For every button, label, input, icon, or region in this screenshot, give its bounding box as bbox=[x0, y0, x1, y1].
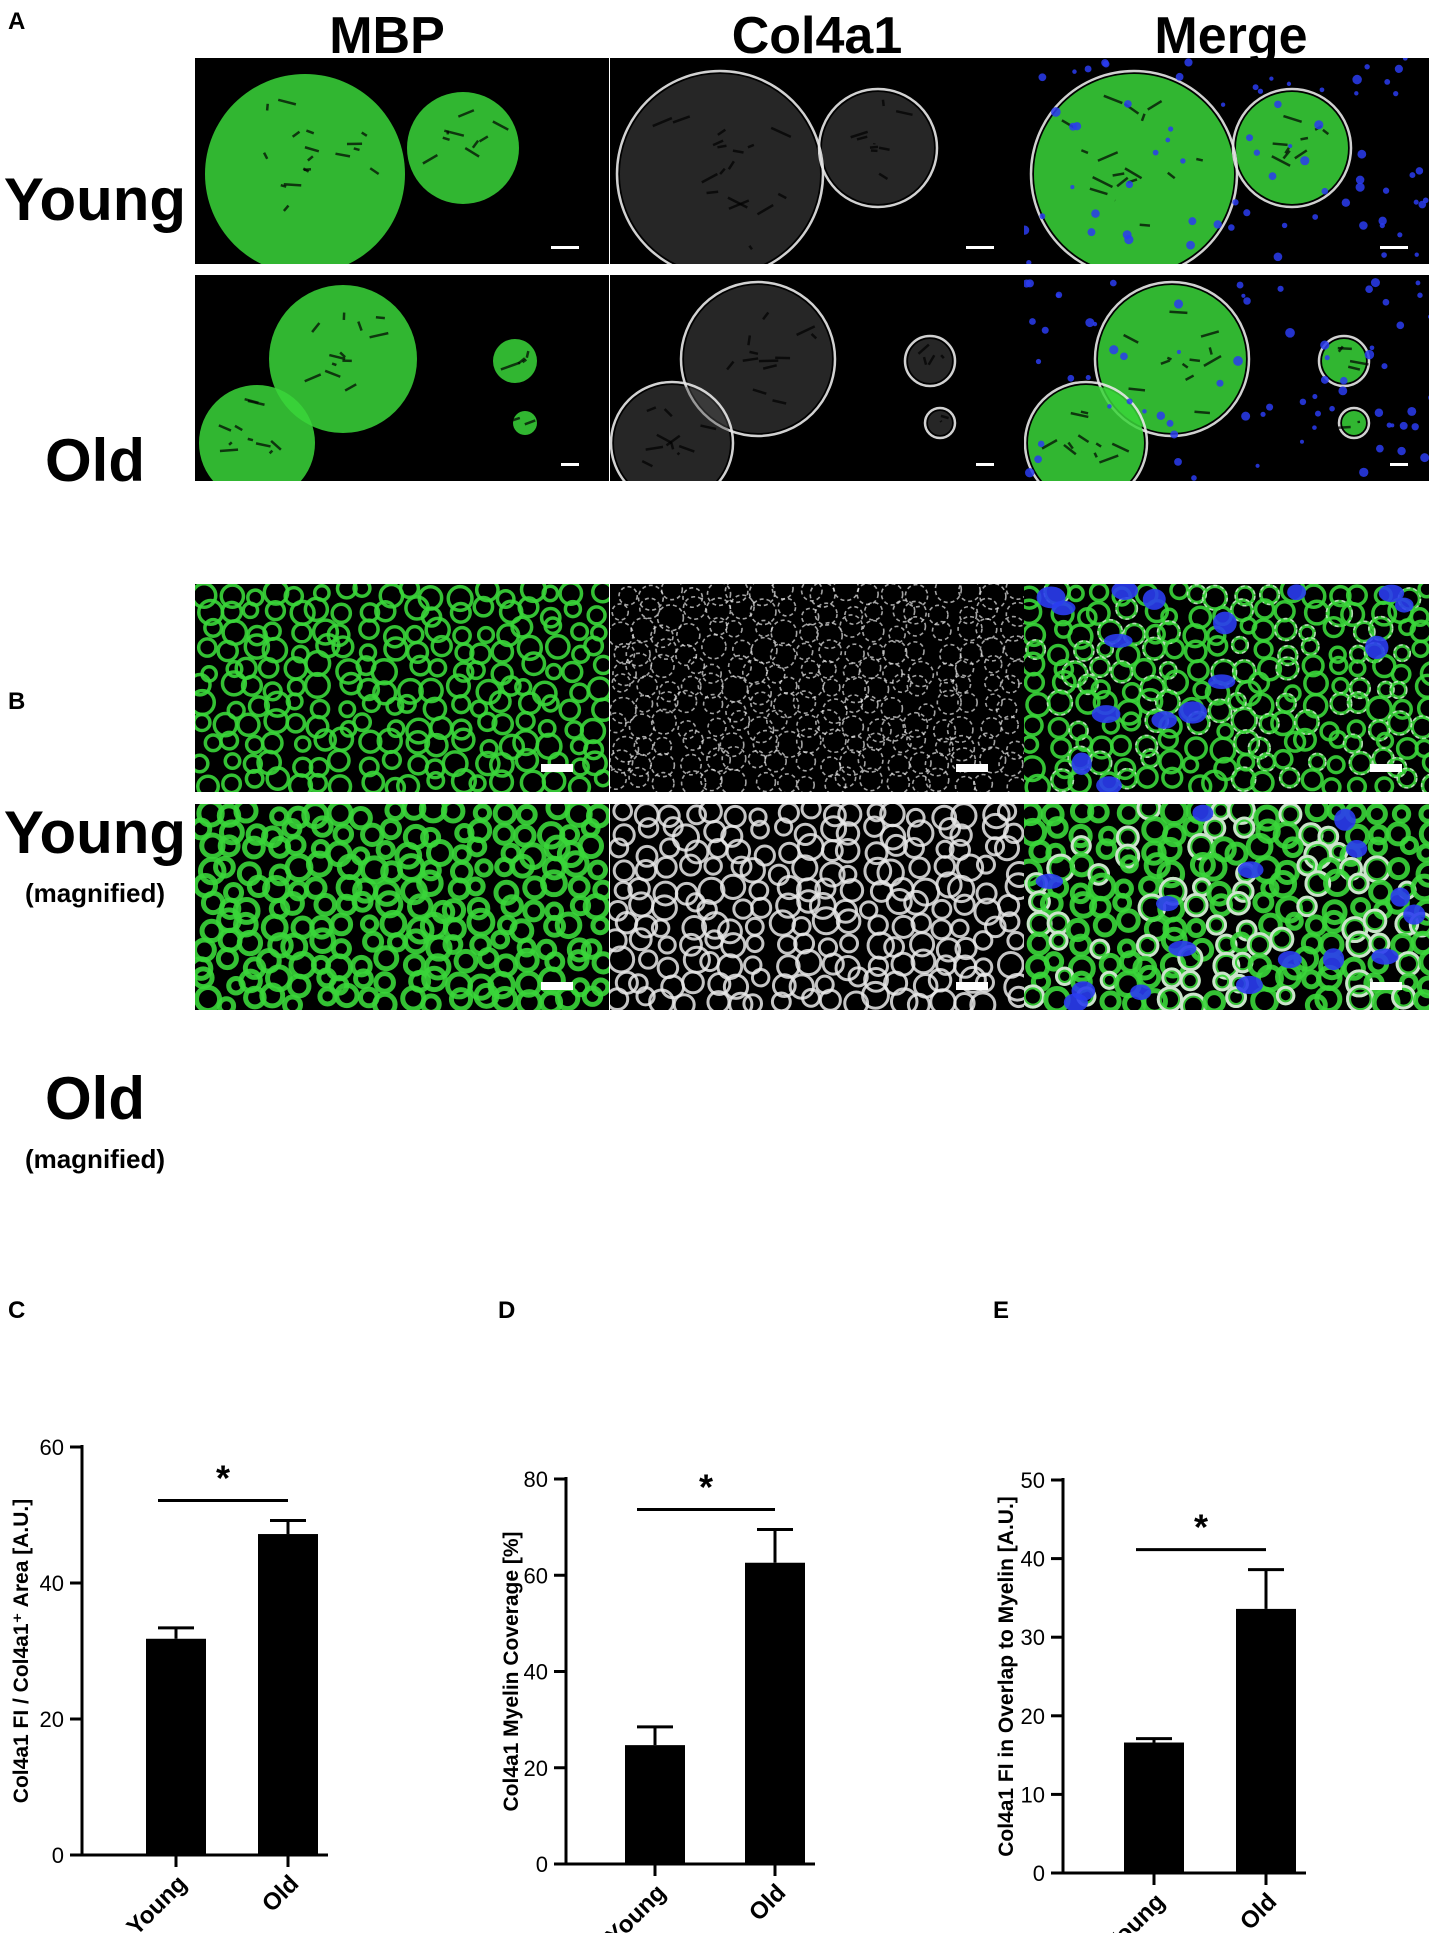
chart-d: D 0 20 40 60 80 Col4a1 Myelin Coverage [%] Youn… bbox=[490, 1290, 940, 1933]
micrograph-a-young-col4a1 bbox=[610, 58, 1024, 264]
y-axis-label: Col4a1 FI in Overlap to Myelin [A.U.] bbox=[995, 1496, 1018, 1857]
y-tick-label: 40 bbox=[40, 1571, 64, 1596]
column-header-merge: Merge bbox=[1024, 6, 1429, 66]
micrograph-a-young-mbp bbox=[195, 58, 609, 264]
x-tick-label-old: Old bbox=[1235, 1888, 1282, 1933]
micrograph-b-young-merge bbox=[1024, 584, 1429, 792]
chart-e-letter: E bbox=[993, 1297, 1009, 1324]
y-tick-label: 20 bbox=[40, 1707, 64, 1732]
row-sub-young-magnified: (magnified) bbox=[0, 878, 190, 909]
bar-young bbox=[625, 1745, 685, 1864]
bar-old bbox=[1236, 1609, 1296, 1873]
y-tick-label: 80 bbox=[524, 1467, 548, 1492]
micrograph-a-young-merge bbox=[1024, 58, 1429, 264]
chart-d-letter: D bbox=[498, 1297, 515, 1324]
y-tick-label: 50 bbox=[1021, 1468, 1045, 1493]
bar-old bbox=[258, 1534, 318, 1855]
micrograph-a-old-col4a1 bbox=[610, 275, 1024, 481]
chart-c: C 0 20 40 60 Col4a1 FI / Col4a1⁺ Area [A.U.] Y… bbox=[0, 1290, 440, 1933]
bar-young bbox=[1124, 1743, 1184, 1873]
micrograph-b-old-mbp bbox=[195, 804, 609, 1010]
y-tick-label: 0 bbox=[1033, 1861, 1045, 1886]
chart-c-svg: C 0 20 40 60 Col4a1 FI / Col4a1⁺ Area [A.U.] Y… bbox=[0, 1290, 440, 1933]
x-tick-label-old: Old bbox=[257, 1870, 304, 1917]
y-axis-label: Col4a1 Myelin Coverage [%] bbox=[500, 1531, 523, 1811]
row-sub-old-magnified: (magnified) bbox=[0, 1144, 190, 1175]
y-tick-label: 0 bbox=[536, 1852, 548, 1877]
y-tick-label: 20 bbox=[1021, 1704, 1045, 1729]
micrograph-b-old-merge bbox=[1024, 804, 1429, 1010]
row-label-old-magnified: Old bbox=[0, 1064, 190, 1133]
significance-star: * bbox=[216, 1457, 230, 1498]
y-tick-label: 10 bbox=[1021, 1782, 1045, 1807]
row-label-young-magnified: Young bbox=[0, 798, 190, 867]
column-header-mbp: MBP bbox=[180, 6, 594, 66]
chart-d-svg: D 0 20 40 60 80 Col4a1 Myelin Coverage [%] Youn… bbox=[490, 1290, 940, 1933]
x-tick-label-old: Old bbox=[744, 1879, 791, 1926]
row-label-young: Young bbox=[0, 165, 190, 234]
y-tick-label: 20 bbox=[524, 1756, 548, 1781]
chart-c-letter: C bbox=[8, 1297, 25, 1324]
x-tick-label-young: Young bbox=[122, 1870, 193, 1933]
micrograph-a-old-mbp bbox=[195, 275, 609, 481]
y-tick-label: 30 bbox=[1021, 1625, 1045, 1650]
panel-b-letter: B bbox=[8, 688, 25, 716]
bar-old bbox=[745, 1563, 805, 1864]
significance-star: * bbox=[699, 1467, 713, 1508]
x-tick-label-young: Young bbox=[601, 1879, 672, 1933]
micrograph-b-old-col4a1 bbox=[610, 804, 1024, 1010]
y-tick-label: 40 bbox=[524, 1660, 548, 1685]
x-tick-label-young: Young bbox=[1100, 1888, 1171, 1933]
significance-star: * bbox=[1194, 1507, 1208, 1548]
column-header-col4a1: Col4a1 bbox=[610, 6, 1024, 66]
y-tick-label: 60 bbox=[40, 1435, 64, 1460]
y-tick-label: 40 bbox=[1021, 1547, 1045, 1572]
y-tick-label: 60 bbox=[524, 1563, 548, 1588]
micrograph-a-old-merge bbox=[1024, 275, 1429, 481]
micrograph-b-young-mbp bbox=[195, 584, 609, 792]
y-tick-label: 0 bbox=[52, 1843, 64, 1868]
micrograph-b-young-col4a1 bbox=[610, 584, 1024, 792]
row-label-old: Old bbox=[0, 426, 190, 495]
bar-young bbox=[146, 1639, 206, 1855]
y-axis-label: Col4a1 FI / Col4a1⁺ Area [A.U.] bbox=[10, 1499, 33, 1803]
panel-a-letter: A bbox=[8, 8, 25, 36]
